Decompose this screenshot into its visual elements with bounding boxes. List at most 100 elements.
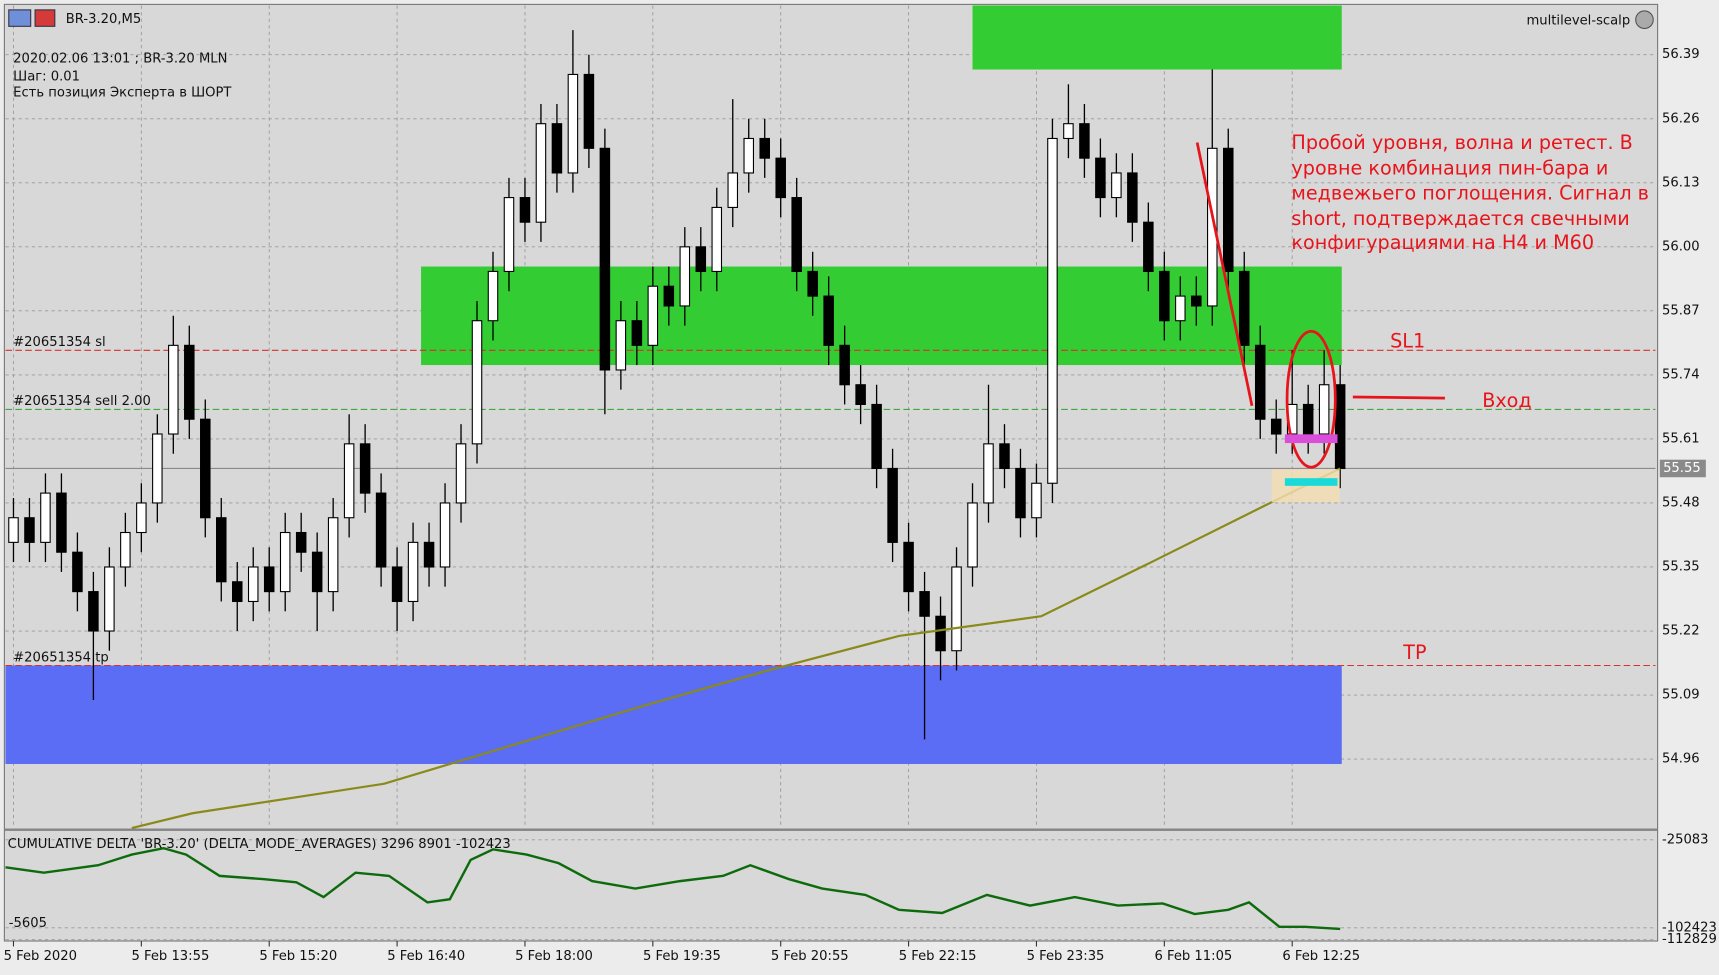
candle-body [24,517,35,543]
last-price-box [1659,459,1706,478]
candle-body [56,492,67,553]
zone [5,665,1342,765]
window-icon[interactable] [34,9,56,27]
candle-body [487,270,499,322]
x-tick-label: 5 Feb 23:35 [1027,949,1105,964]
candle-body [711,206,723,273]
candle-body [807,270,818,297]
window-icon[interactable] [8,9,32,27]
candle-body [791,197,802,273]
indicator-title: CUMULATIVE DELTA 'BR-3.20' (DELTA_MODE_A… [8,837,511,852]
y-tick-label: 56.26 [1662,111,1700,126]
x-tick-label: 6 Feb 11:05 [1154,949,1232,964]
annotation: Пробой уровня, волна и ретест. В [1291,131,1632,154]
annotation: Вход [1482,389,1531,412]
candle-body [200,418,211,519]
delta-line [5,846,1341,931]
candle-body [455,443,467,504]
x-tick-label: 5 Feb 19:35 [643,949,721,964]
candle-body [1127,172,1138,223]
candle-body [743,137,755,174]
x-tick-label: 5 Feb 18:00 [515,949,593,964]
x-tick-label: 5 Feb 16:40 [387,949,465,964]
candle-body [391,566,403,603]
candle-body [1254,344,1266,420]
zone [972,5,1342,70]
candle-body [343,443,355,519]
y-tick-label: -25083 [1662,832,1709,847]
candle-body [1111,172,1122,199]
back-layer [5,5,1656,941]
candle-body [231,581,243,603]
candle-body [727,172,739,208]
zone [421,266,1342,366]
candle-body [471,320,483,445]
y-tick-label: 56.00 [1662,239,1700,254]
candle-body [1143,221,1154,273]
candle-body [1095,157,1106,199]
candle-body [216,517,227,583]
y-tick-label: 55.87 [1662,303,1700,318]
y-tick-label: -102423 [1662,920,1717,935]
candle-body [1191,295,1202,307]
y-tick-label: 55.09 [1662,688,1700,703]
y-tick-label: 55.35 [1662,559,1700,574]
candle-body [1047,137,1058,484]
candle-body [631,320,643,346]
candle-body [663,285,675,307]
marker-zone [1271,469,1340,503]
candle-body [1159,270,1170,322]
x-tick-label: 6 Feb 12:25 [1282,949,1360,964]
candle-body [567,73,579,174]
x-tick-label: 5 Feb 22:15 [899,949,977,964]
x-tick-label: 5 Feb 2020 [4,949,77,964]
candle-body [599,147,611,371]
candle-body [439,502,451,568]
front-layer: 54.96 55.09 55.22 55.35 55.48 55.61 55.74 55.87… [4,30,1717,964]
candle-body [951,566,962,652]
candle-body [1079,123,1090,159]
x-tick-label: 5 Feb 13:55 [131,949,209,964]
expert-name: multilevel-scalp [1527,13,1631,28]
candle-body [1334,384,1346,470]
candle-body [759,137,770,159]
candle-body [327,517,339,593]
order-label: #20651354 sl [13,335,106,350]
candle-body [855,384,866,405]
x-tick-label: 5 Feb 15:20 [259,949,337,964]
last-price-label: 55.55 [1663,461,1701,476]
candle-body [375,492,387,568]
candle-body [184,344,195,420]
candle-body [1223,147,1234,273]
trend-drawing [1195,142,1254,407]
candle-body [152,433,163,504]
annotation: конфигурациями на H4 и M60 [1291,231,1594,254]
candle-body [551,123,563,174]
candle-body [919,591,930,617]
candle-body [311,551,323,593]
candle-body [967,502,978,568]
candle-body [615,320,627,371]
expert-icon[interactable] [1635,10,1654,30]
candle-body [120,531,131,568]
candle-body [1015,467,1026,519]
window-title: BR-3.20,M5 [66,12,141,27]
candle-body [88,591,99,632]
candle-body [1063,123,1074,140]
candle-body [263,566,275,593]
candle-body [935,615,946,652]
y-tick-label: 56.39 [1662,47,1700,62]
candle-body [535,123,547,223]
candle-body [583,73,595,149]
candle-body [679,246,691,307]
y-tick-label: 56.13 [1662,175,1700,190]
candle-body [279,531,291,593]
y-tick-label: 55.74 [1662,367,1700,382]
info-line: Есть позиция Эксперта в ШОРТ [13,86,232,101]
y-tick-label: 55.48 [1662,495,1700,510]
moving-average [131,467,1341,830]
candle-body [871,403,882,470]
candle-body [1031,482,1042,519]
